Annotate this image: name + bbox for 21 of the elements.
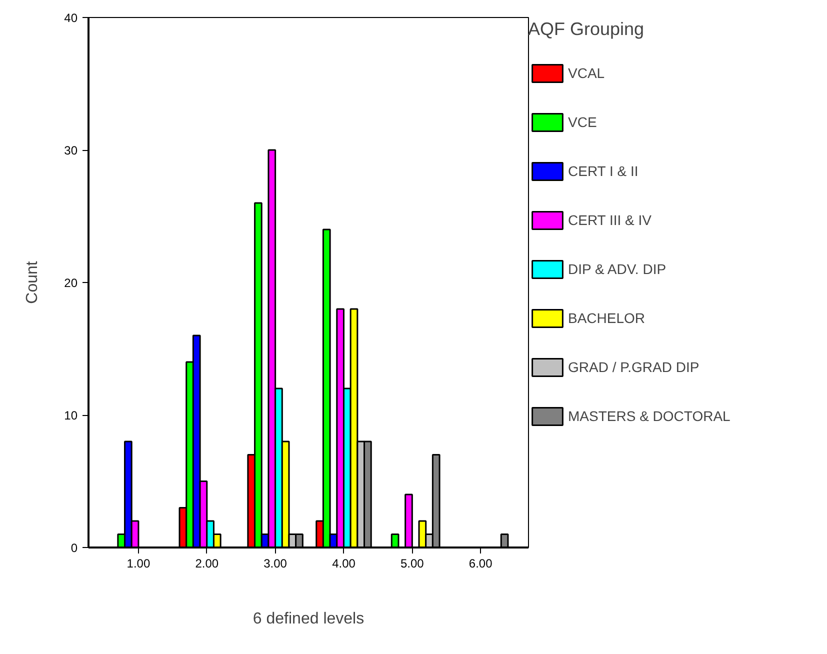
legend-label: CERT I & II xyxy=(568,163,638,179)
x-tick-label: 2.00 xyxy=(195,556,219,570)
x-tick-label: 1.00 xyxy=(126,556,150,570)
legend-label: BACHELOR xyxy=(568,310,646,326)
y-tick-label: 20 xyxy=(64,276,78,290)
legend-label: DIP & ADV. DIP xyxy=(568,261,666,277)
x-axis-title: 6 defined levels xyxy=(252,610,364,628)
y-tick-label: 10 xyxy=(64,408,78,422)
legend-label: VCE xyxy=(568,114,597,130)
x-tick-label: 6.00 xyxy=(468,556,493,570)
legend-label: MASTERS & DOCTORAL xyxy=(568,408,730,424)
x-tick-label: 3.00 xyxy=(264,556,288,570)
x-tick-label: 5.00 xyxy=(400,556,424,570)
y-tick-label: 40 xyxy=(64,11,78,25)
y-tick-label: 30 xyxy=(64,144,78,158)
legend-label: VCAL xyxy=(568,65,605,81)
legend-label: CERT III & IV xyxy=(568,212,652,228)
legend-label: GRAD / P.GRAD DIP xyxy=(568,359,700,375)
y-tick-label: 0 xyxy=(70,541,78,555)
x-tick-label: 4.00 xyxy=(332,556,356,570)
y-axis-title: Count xyxy=(24,260,42,304)
